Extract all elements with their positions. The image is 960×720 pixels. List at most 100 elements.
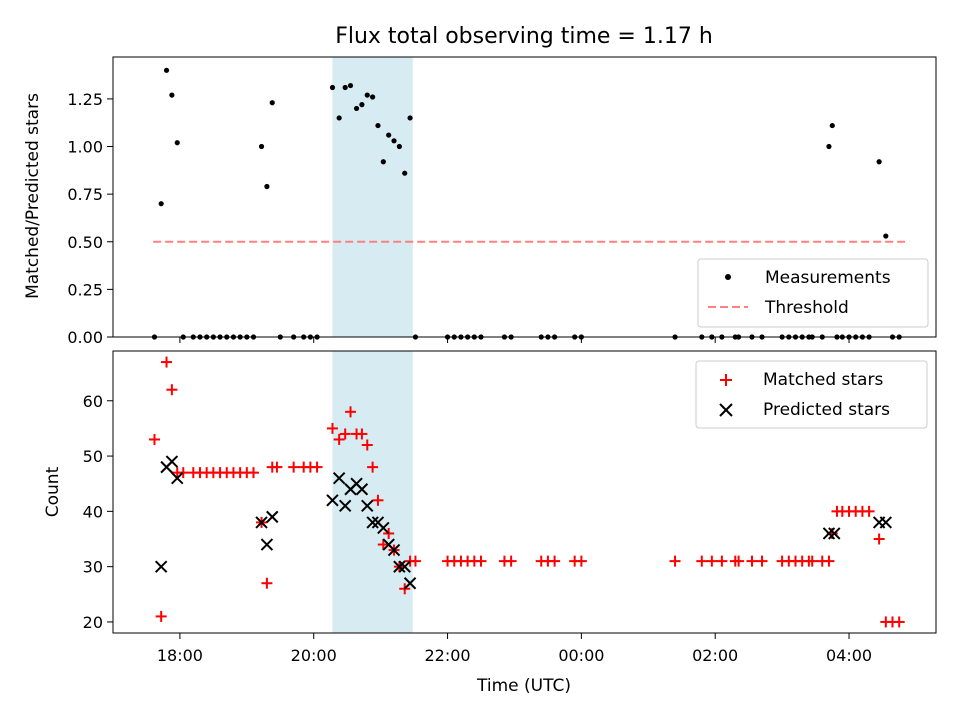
matched-star-point	[333, 433, 345, 445]
matched-star-point	[696, 555, 708, 567]
measurement-point	[829, 122, 835, 129]
legend-predicted-marker	[719, 403, 733, 417]
predicted-star-point	[377, 521, 390, 535]
matched-star-point	[806, 555, 818, 567]
predicted-star-point	[260, 538, 274, 551]
matched-star-point	[345, 406, 357, 418]
x-tick-label: 04:00	[826, 646, 872, 665]
measurement-point	[329, 84, 336, 91]
bottom-highlight-span	[332, 351, 413, 633]
matched-star-point	[367, 461, 379, 473]
legend-measurements-marker	[725, 274, 731, 280]
matched-star-point	[339, 428, 351, 440]
matched-star-point	[823, 555, 835, 567]
measurement-point	[336, 115, 342, 121]
x-tick-label: 00:00	[558, 646, 604, 665]
matched-star-point	[409, 555, 421, 567]
bottom-y-tick-label: 30	[83, 558, 103, 577]
measurement-point	[359, 102, 365, 108]
bottom-panel: 20 30 40 50 60 18:00 20:00 22:00 00:00 02:00 04:0…	[43, 350, 937, 696]
measurement-point	[396, 143, 402, 150]
measurement-point	[269, 100, 275, 106]
predicted-star-point	[255, 516, 268, 529]
x-tick-label: 22:00	[424, 646, 470, 665]
measurement-point	[883, 233, 889, 239]
bottom-plot-frame	[112, 350, 937, 634]
measurement-point	[258, 143, 265, 150]
matched-star-point	[326, 422, 338, 434]
top-y-tick-label: 0.50	[67, 233, 103, 252]
matched-star-point	[377, 539, 389, 551]
top-legend: Measurements Threshold	[697, 258, 929, 328]
matched-star-point	[733, 555, 745, 567]
predicted-star-point	[403, 577, 417, 590]
bottom-y-tick-label: 20	[83, 613, 103, 632]
measurement-point	[347, 82, 354, 89]
top-panel: Flux total observing time = 1.17 h 0.00 0…	[23, 24, 937, 347]
predicted-star-point	[326, 494, 339, 507]
measurement-point	[407, 115, 413, 121]
matched-star-point	[706, 555, 718, 567]
predicted-star-point	[165, 455, 179, 468]
bottom-legend-box	[695, 360, 928, 429]
measurement-point	[353, 105, 360, 112]
top-y-tick-label: 1.25	[67, 90, 103, 109]
predicted-star-point	[266, 510, 279, 524]
legend-measurements-label: Measurements	[765, 268, 891, 288]
bottom-y-tick-label: 60	[83, 392, 103, 411]
measurement-point	[386, 132, 392, 138]
x-tick-label: 02:00	[692, 646, 738, 665]
matched-star-point	[311, 461, 323, 473]
matched-star-point	[248, 467, 260, 479]
measurement-point	[826, 143, 832, 150]
predicted-star-point	[879, 516, 893, 529]
matched-star-point	[177, 467, 189, 479]
bottom-y-axis-label: Count	[43, 466, 63, 517]
measurement-point	[391, 138, 397, 144]
predicted-star-point	[828, 527, 841, 540]
legend-threshold-label: Threshold	[764, 298, 849, 318]
legend-matched-label: Matched stars	[763, 370, 883, 390]
matched-star-point	[148, 433, 160, 445]
matched-star-point	[361, 439, 373, 451]
matched-star-point	[863, 505, 875, 517]
matched-star-point	[155, 610, 167, 622]
x-tick-label: 18:00	[157, 646, 203, 665]
measurement-point	[169, 92, 175, 98]
measurement-point	[264, 183, 270, 190]
bottom-legend: Matched stars Predicted stars	[695, 360, 928, 429]
matched-star-point	[746, 555, 758, 567]
bottom-y-tick-label: 40	[83, 502, 103, 521]
matched-star-point	[575, 555, 587, 567]
matched-star-point	[372, 494, 384, 506]
predicted-star-point	[154, 560, 168, 573]
top-chart-title: Flux total observing time = 1.17 h	[335, 24, 713, 49]
top-y-tick-label: 0.75	[67, 185, 103, 204]
legend-predicted-label: Predicted stars	[763, 400, 890, 420]
measurement-point	[380, 159, 386, 165]
matched-star-point	[475, 555, 487, 567]
predicted-star-point	[387, 543, 401, 557]
matched-star-point	[893, 616, 905, 628]
measurement-point	[342, 84, 348, 91]
top-y-axis-label: Matched/Predicted stars	[23, 93, 43, 299]
measurement-point	[158, 201, 164, 207]
top-y-tick-label: 1.00	[67, 138, 103, 157]
predicted-star-point	[171, 471, 184, 485]
matched-star-point	[549, 555, 561, 567]
matched-star-point	[669, 555, 681, 567]
predicted-star-point	[338, 499, 352, 513]
matched-star-point	[756, 555, 768, 567]
measurement-point	[364, 92, 370, 98]
measurement-point	[370, 94, 376, 100]
predicted-star-point	[393, 560, 406, 573]
matched-star-point	[356, 428, 368, 440]
legend-matched-marker	[720, 374, 732, 386]
top-plot-frame	[112, 56, 937, 338]
bottom-y-tick-label: 50	[83, 447, 103, 466]
predicted-star-point	[822, 527, 836, 540]
predicted-star-point	[366, 516, 379, 529]
measurement-point	[174, 140, 180, 146]
predicted-star-point	[398, 560, 411, 573]
